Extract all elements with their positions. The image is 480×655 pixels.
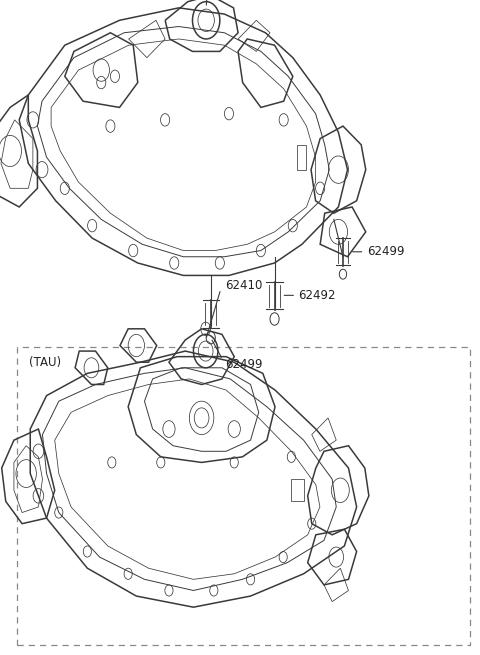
Text: 62499: 62499 xyxy=(367,245,405,258)
Text: 62499: 62499 xyxy=(225,358,263,371)
Text: (TAU): (TAU) xyxy=(29,356,61,369)
Text: 62492: 62492 xyxy=(299,289,336,302)
Text: 62410: 62410 xyxy=(226,279,263,292)
